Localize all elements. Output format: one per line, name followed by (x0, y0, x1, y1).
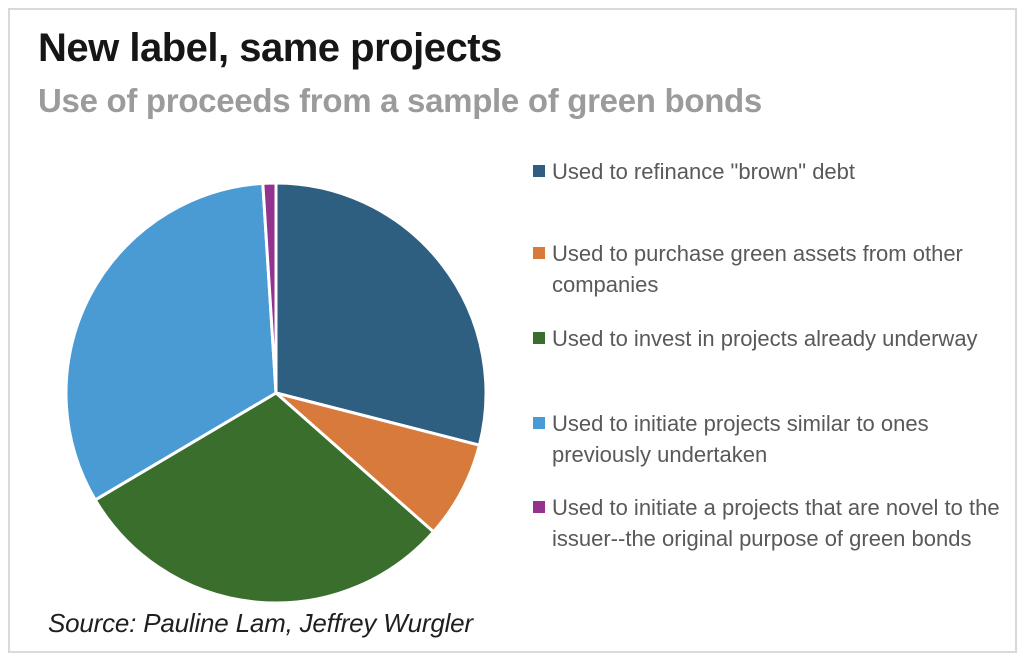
legend-swatch-purple-icon (533, 501, 545, 513)
legend: Used to refinance "brown" debt Used to p… (533, 10, 1019, 655)
pie-slice-0 (274, 181, 488, 447)
legend-label: Used to purchase green assets from other… (552, 241, 963, 297)
pie-chart-svg (64, 181, 488, 605)
legend-label: Used to refinance "brown" debt (552, 159, 856, 184)
legend-item-projects-already-underway: Used to invest in projects already under… (533, 323, 1024, 354)
chart-title: New label, same projects (38, 26, 502, 70)
pie-chart (64, 181, 488, 605)
pie-slice-4 (261, 181, 278, 395)
legend-item-purchase-green-assets: Used to purchase green assets from other… (533, 238, 1024, 300)
legend-item-novel-projects: Used to initiate a projects that are nov… (533, 492, 1024, 554)
legend-item-similar-projects: Used to initiate projects similar to one… (533, 408, 1024, 470)
legend-label: Used to initiate a projects that are nov… (552, 495, 1000, 551)
legend-label: Used to initiate projects similar to one… (552, 411, 929, 467)
legend-item-refinance-brown-debt: Used to refinance "brown" debt (533, 156, 1024, 187)
legend-swatch-light-blue-icon (533, 417, 545, 429)
pie-slice-2 (93, 391, 436, 605)
legend-label: Used to invest in projects already under… (552, 326, 978, 351)
pie-slice-3 (64, 181, 278, 502)
legend-swatch-dark-blue-icon (533, 165, 545, 177)
chart-card: New label, same projects Use of proceeds… (8, 8, 1017, 653)
legend-swatch-orange-icon (533, 247, 545, 259)
pie-slice-1 (274, 391, 481, 534)
chart-subtitle: Use of proceeds from a sample of green b… (38, 82, 762, 119)
source-attribution: Source: Pauline Lam, Jeffrey Wurgler (48, 608, 473, 638)
legend-swatch-green-icon (533, 332, 545, 344)
